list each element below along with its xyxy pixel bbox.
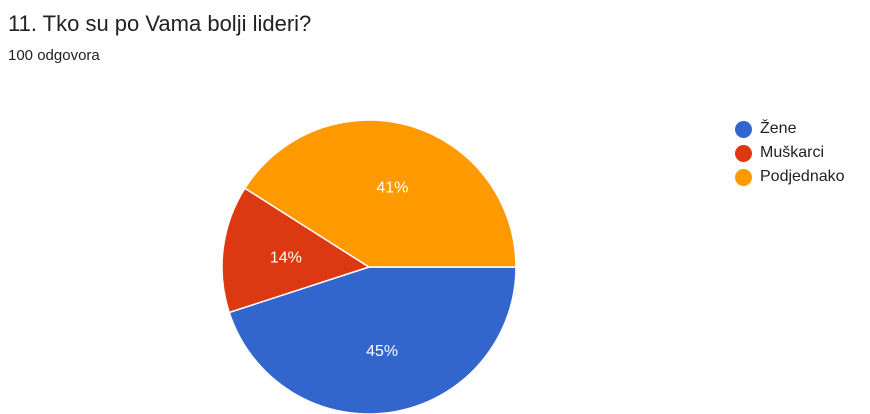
slice-zene[interactable] (228, 266, 517, 414)
question-title: 11. Tko su po Vama bolji lideri? (8, 11, 312, 36)
legend-swatch-muskarci (735, 144, 752, 162)
slice-label-muskarci: 14% (270, 249, 302, 266)
response-count: 100 odgovora (8, 47, 100, 64)
slice-podjednako[interactable] (243, 119, 517, 268)
legend-label-podjednako: Podjednako (760, 168, 845, 185)
legend-item-zene[interactable]: Žene (735, 117, 845, 141)
slice-label-podjednako: 41% (376, 180, 408, 197)
slice-muskarci[interactable] (221, 187, 371, 314)
legend-label-zene: Žene (760, 120, 797, 137)
chart-legend: Žene Muškarci Podjednako (735, 117, 845, 189)
slice-label-zene: 45% (366, 343, 398, 360)
legend-swatch-zene (735, 120, 752, 138)
legend-item-muskarci[interactable]: Muškarci (735, 141, 845, 165)
legend-swatch-podjednako (735, 168, 752, 186)
legend-item-podjednako[interactable]: Podjednako (735, 165, 845, 189)
legend-label-muskarci: Muškarci (760, 144, 825, 161)
